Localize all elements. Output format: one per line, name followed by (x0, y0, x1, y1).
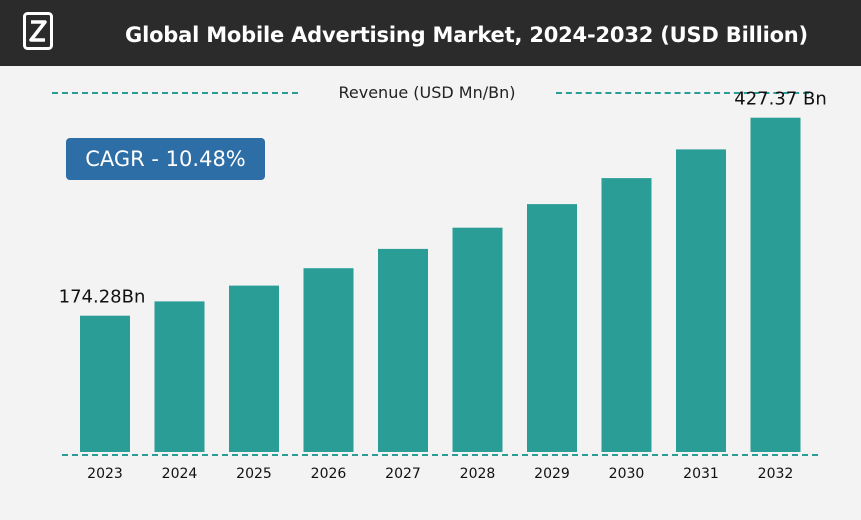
bar-2030 (601, 178, 652, 452)
bar-2029 (527, 204, 577, 452)
bar-2025 (229, 285, 279, 452)
bar-2027 (378, 248, 428, 452)
brand-logo-icon (23, 12, 53, 50)
bar-2028 (452, 227, 503, 452)
bar-2026 (303, 268, 354, 452)
subtitle-divider-left (52, 92, 298, 94)
chart-subtitle-row: Revenue (USD Mn/Bn) (52, 80, 809, 106)
bar-2024 (154, 301, 205, 452)
x-tick-label: 2026 (311, 466, 347, 482)
x-tick-label: 2032 (758, 466, 794, 482)
x-tick-label: 2028 (460, 466, 496, 482)
data-label-2023: 174.28Bn (59, 287, 146, 308)
data-label-2032: 427.37 Bn (734, 89, 826, 110)
x-tick-label: 2023 (87, 466, 123, 482)
x-tick-label: 2030 (609, 466, 645, 482)
x-tick-label: 2024 (162, 466, 198, 482)
header-bar: Global Mobile Advertising Market, 2024-2… (0, 0, 861, 66)
x-tick-label: 2029 (534, 466, 570, 482)
bar-2032 (750, 117, 801, 452)
bar-2023 (80, 315, 130, 452)
page-title: Global Mobile Advertising Market, 2024-2… (125, 23, 808, 47)
bar-2031 (676, 149, 726, 452)
subtitle-divider-right (556, 92, 809, 94)
x-tick-label: 2025 (236, 466, 272, 482)
cagr-badge: CAGR - 10.48% (66, 138, 265, 180)
x-tick-label: 2027 (385, 466, 421, 482)
chart-subtitle: Revenue (USD Mn/Bn) (338, 83, 516, 102)
x-tick-label: 2031 (683, 466, 719, 482)
